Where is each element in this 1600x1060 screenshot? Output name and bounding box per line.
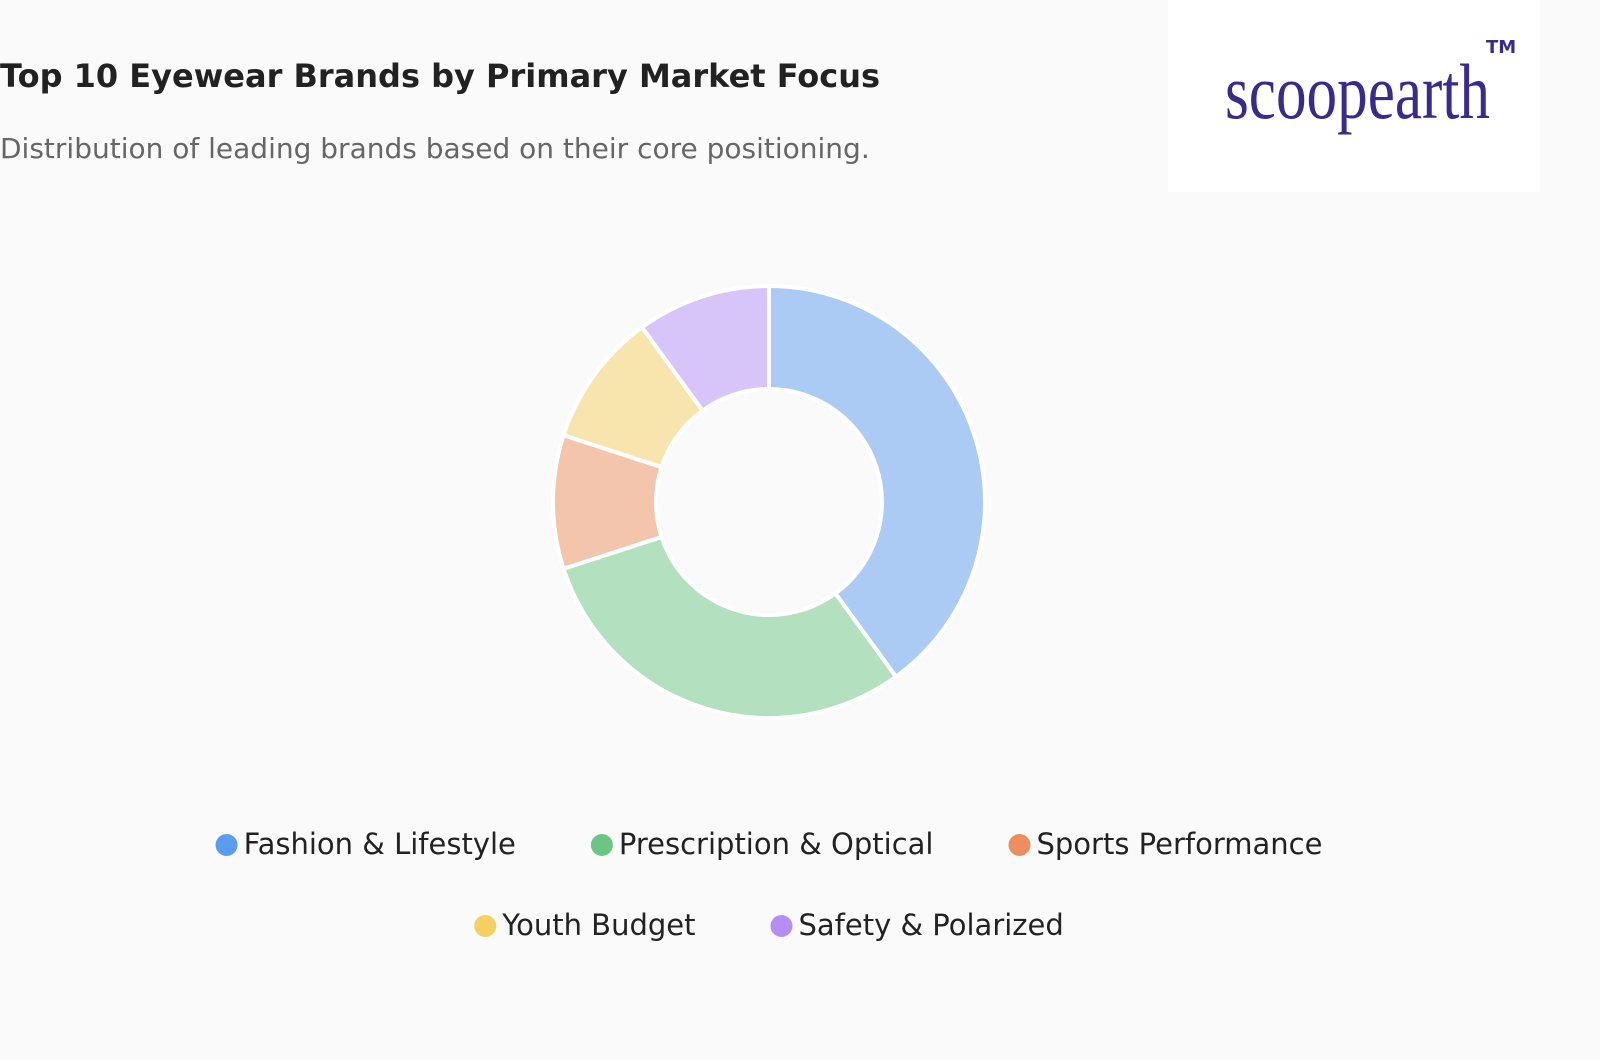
legend-label: Prescription & Optical: [619, 827, 934, 861]
donut-slice: [767, 283, 987, 680]
donut-slice: [561, 534, 899, 720]
legend-label: Youth Budget: [501, 908, 695, 942]
chart-title: Top 10 Eyewear Brands by Primary Market …: [0, 57, 880, 95]
legend-label: Sports Performance: [1036, 827, 1322, 861]
logo-box: [1168, 0, 1540, 192]
logo-text: scoopearth: [1225, 48, 1490, 135]
legend-label: Fashion & Lifestyle: [244, 827, 516, 861]
legend-marker: [215, 834, 238, 856]
legend-marker: [590, 834, 613, 856]
legend-marker: [770, 915, 793, 937]
legend-marker: [474, 915, 497, 937]
logo-mark: TM: [1486, 37, 1516, 58]
legend-marker: [1008, 834, 1031, 856]
chart-subtitle: Distribution of leading brands based on …: [0, 132, 870, 165]
legend-label: Safety & Polarized: [798, 908, 1063, 942]
donut-slice: [639, 283, 771, 414]
